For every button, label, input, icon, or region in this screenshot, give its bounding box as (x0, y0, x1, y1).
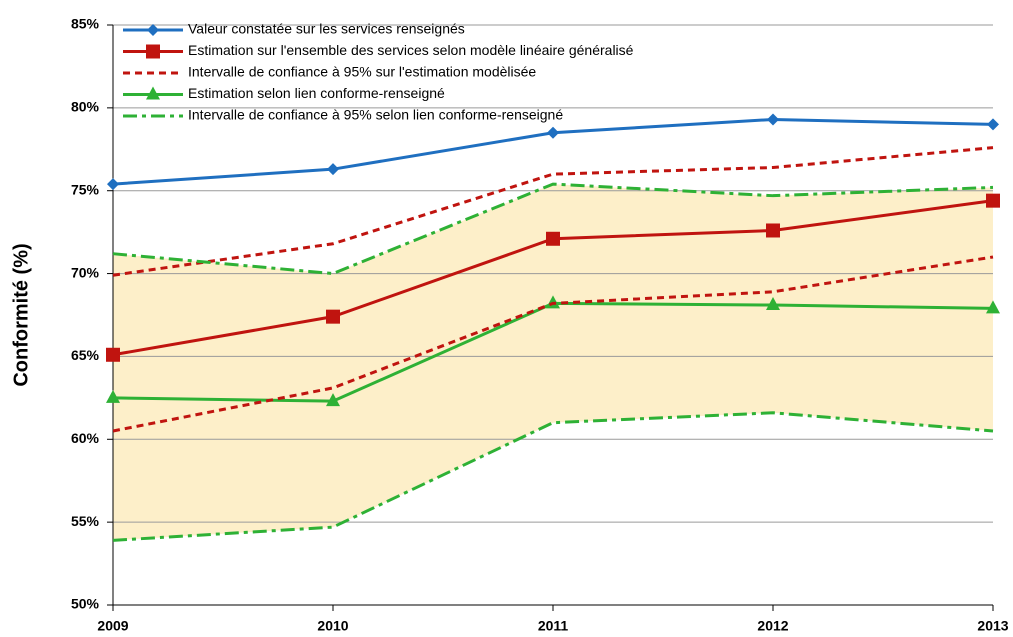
x-tick-label: 2009 (97, 618, 128, 634)
legend-marker (146, 44, 160, 59)
x-tick-label: 2011 (538, 618, 569, 634)
data-point (987, 118, 999, 131)
y-tick-label: 50% (71, 596, 100, 612)
data-point (106, 389, 120, 403)
series-line (112, 411, 994, 542)
y-tick-label: 65% (71, 347, 100, 363)
data-point (767, 113, 779, 126)
legend-label: Estimation sur l'ensemble des services s… (188, 42, 634, 58)
series-line (112, 255, 994, 433)
y-tick-label: 70% (71, 264, 100, 280)
legend-label: Valeur constatée sur les services rensei… (188, 21, 465, 37)
legend-marker (147, 24, 159, 36)
series-line (112, 182, 994, 276)
data-point (986, 300, 1000, 314)
y-tick-label: 80% (71, 99, 100, 115)
legend-label: Estimation selon lien conforme-renseigné (188, 85, 445, 101)
data-point (546, 231, 560, 246)
x-tick-label: 2010 (317, 618, 348, 634)
data-point (547, 126, 559, 139)
data-point (766, 223, 780, 238)
x-tick-label: 2013 (977, 618, 1008, 634)
x-tick-label: 2012 (757, 618, 788, 634)
y-tick-label: 60% (71, 430, 100, 446)
y-tick-label: 85% (71, 16, 100, 32)
data-point (327, 163, 339, 176)
y-tick-label: 75% (71, 181, 100, 197)
legend-marker (146, 86, 160, 100)
data-point (326, 393, 340, 407)
data-point (326, 309, 340, 324)
y-axis-label: Conformité (%) (10, 243, 32, 386)
y-tick-label: 55% (71, 513, 100, 529)
data-point (766, 297, 780, 311)
data-point (106, 347, 120, 362)
legend-label: Intervalle de confiance à 95% selon lien… (188, 107, 563, 123)
data-point (986, 193, 1000, 208)
data-point (107, 178, 119, 191)
series-line (112, 146, 994, 277)
legend-label: Intervalle de confiance à 95% sur l'esti… (188, 64, 536, 80)
